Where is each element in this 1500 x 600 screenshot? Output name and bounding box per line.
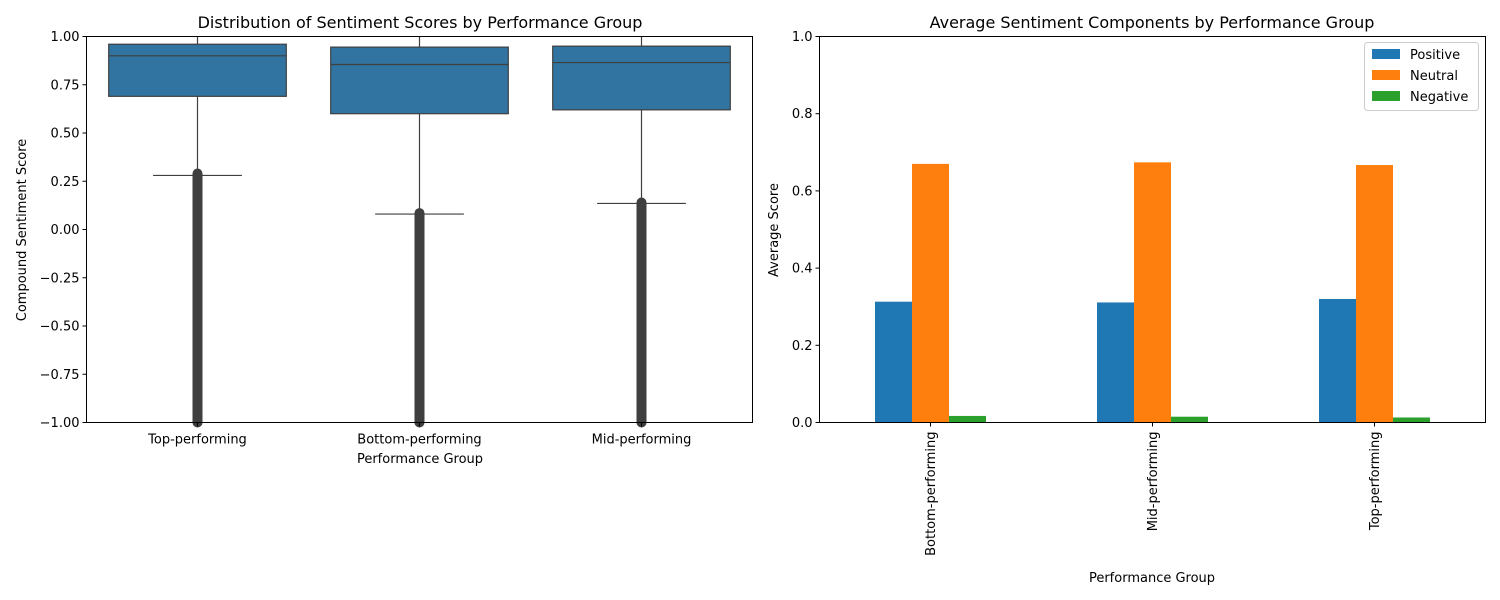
boxplot-y-tick-label: −0.25 (40, 271, 80, 286)
barchart-y-tick-label: 0.6 (792, 184, 813, 199)
legend-swatch-positive (1372, 49, 1400, 59)
legend-swatch-negative (1372, 91, 1400, 101)
barchart-title: Average Sentiment Components by Performa… (930, 13, 1375, 32)
barchart-y-tick-label: 1.0 (792, 30, 813, 45)
boxplot-title: Distribution of Sentiment Scores by Perf… (198, 13, 643, 32)
bar-negative-bottom-performing (949, 415, 986, 423)
boxplot-x-tick-label: Mid-performing (592, 433, 692, 448)
boxplot-y-tick-label: −0.50 (40, 320, 80, 335)
legend: Positive Neutral Negative (1364, 42, 1479, 111)
barchart-x-ticks: Bottom-performing Mid-performing Top-perfo… (924, 422, 1383, 556)
boxplot-y-tick-label: −0.75 (40, 368, 80, 383)
barchart-y-tick-label: 0.4 (792, 262, 813, 277)
boxplot-y-tick-label: 0.50 (51, 127, 80, 142)
legend-label-positive: Positive (1410, 48, 1460, 63)
barchart-y-tick-label: 0.2 (792, 339, 813, 354)
barchart-marks (875, 162, 1430, 423)
barchart-y-ticks: 0.0 0.2 0.4 0.6 0.8 1.0 (792, 30, 820, 431)
legend-swatch-neutral (1372, 70, 1400, 80)
boxplot-y-tick-label: 1.00 (51, 30, 80, 45)
boxplot-x-tick-label: Bottom-performing (357, 433, 481, 448)
legend-label-neutral: Neutral (1410, 69, 1458, 84)
barchart-panel: 0.0 0.2 0.4 0.6 0.8 1.0 Bottom-performing Mid-… (767, 13, 1486, 586)
legend-label-negative: Negative (1410, 90, 1468, 105)
boxplot-y-label: Compound Sentiment Score (15, 139, 30, 322)
boxplot-x-label: Performance Group (357, 452, 483, 467)
boxplot-x-ticks: Top-performing Bottom-performing Mid-perfo… (147, 422, 692, 448)
barchart-x-tick-label: Mid-performing (1146, 432, 1161, 532)
boxplot-y-tick-label: 0.25 (51, 175, 80, 190)
boxplot-marks (108, 36, 731, 428)
box-top-performing (108, 43, 287, 97)
bar-negative-mid-performing (1171, 416, 1208, 423)
bar-positive-bottom-performing (875, 301, 912, 423)
box-bottom-performing (330, 46, 509, 115)
barchart-x-tick-label: Top-performing (1368, 432, 1383, 532)
bar-neutral-bottom-performing (912, 163, 949, 423)
bar-positive-top-performing (1319, 298, 1356, 423)
bar-negative-top-performing (1393, 417, 1430, 423)
boxplot-panel: −1.00 −0.75 −0.50 −0.25 0.00 0.25 0.50 0.75 1.00… (15, 13, 753, 467)
barchart-y-label: Average Score (767, 183, 782, 277)
box-mid-performing (552, 45, 731, 111)
boxplot-y-ticks: −1.00 −0.75 −0.50 −0.25 0.00 0.25 0.50 0.75 1.00 (40, 30, 87, 431)
boxplot-y-tick-label: −1.00 (40, 416, 80, 431)
boxplot-y-tick-label: 0.75 (51, 78, 80, 93)
boxplot-x-tick-label: Top-performing (147, 433, 247, 448)
barchart-x-tick-label: Bottom-performing (924, 432, 939, 556)
bar-neutral-mid-performing (1134, 162, 1171, 423)
barchart-x-label: Performance Group (1089, 571, 1215, 586)
bar-neutral-top-performing (1356, 165, 1393, 423)
barchart-y-tick-label: 0.8 (792, 107, 813, 122)
barchart-y-tick-label: 0.0 (792, 416, 813, 431)
bar-positive-mid-performing (1097, 302, 1134, 423)
boxplot-y-tick-label: 0.00 (51, 223, 80, 238)
